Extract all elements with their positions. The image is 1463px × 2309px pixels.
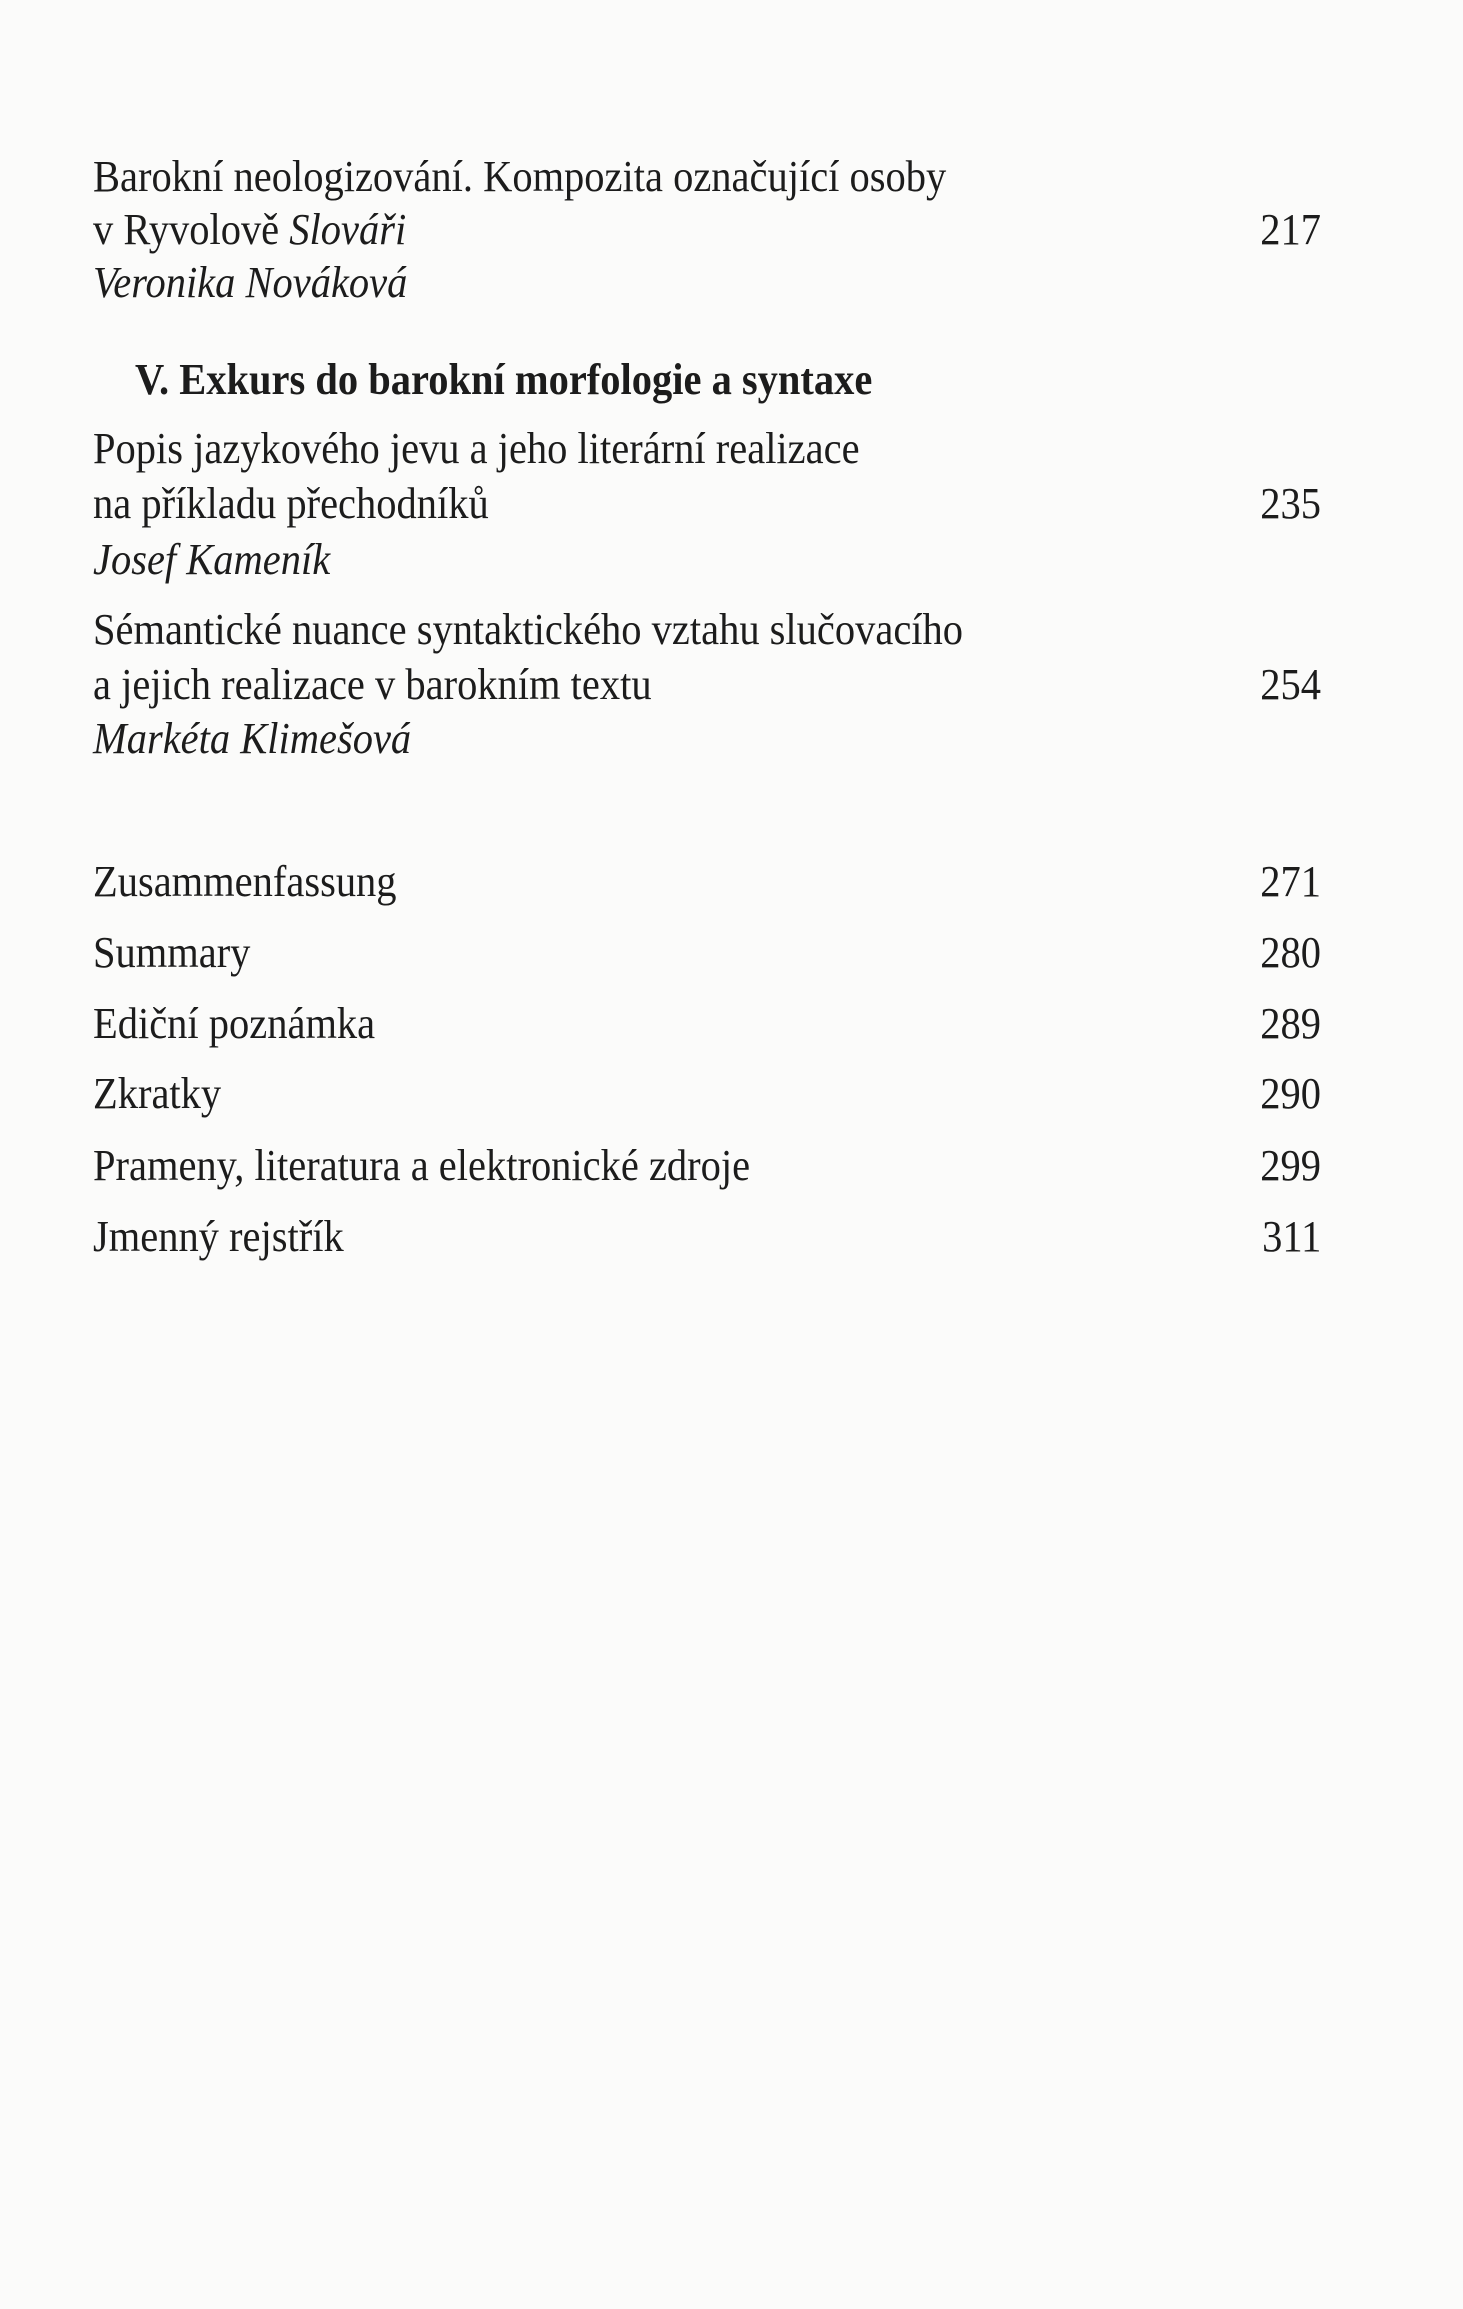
entry-title-line: na příkladu přechodníků — [93, 479, 489, 528]
appendix-title: Ediční poznámka — [93, 999, 376, 1048]
page-number: 280 — [1260, 928, 1321, 977]
page-number: 311 — [1261, 1212, 1321, 1261]
page-number: 289 — [1260, 999, 1321, 1048]
entry-title-line: Sémantické nuance syntaktického vztahu s… — [93, 605, 964, 654]
page-number: 254 — [1260, 660, 1321, 709]
page-number: 271 — [1260, 857, 1321, 906]
appendix-title: Summary — [93, 928, 251, 977]
title-italic: Slováři — [289, 205, 407, 254]
entry-author: Markéta Klimešová — [93, 714, 412, 763]
entry-title-line: a jejich realizace v barokním textu — [93, 660, 652, 709]
appendix-title: Jmenný rejstřík — [93, 1212, 344, 1261]
appendix-title: Zusammenfassung — [93, 857, 397, 906]
entry-author: Veronika Nováková — [93, 258, 408, 307]
appendix-title: Zkratky — [93, 1069, 222, 1118]
page-number: 290 — [1260, 1069, 1321, 1118]
appendix-title: Prameny, literatura a elektronické zdroj… — [93, 1141, 751, 1190]
entry-author: Josef Kameník — [93, 535, 331, 584]
entry-title-line: Popis jazykového jevu a jeho literární r… — [93, 424, 860, 473]
title-prefix: v Ryvolově — [93, 205, 290, 254]
entry-title-line: Barokní neologizování. Kompozita označuj… — [93, 152, 947, 201]
section-heading: V. Exkurs do barokní morfologie a syntax… — [135, 355, 873, 404]
page-number: 235 — [1260, 479, 1321, 528]
page-number: 299 — [1260, 1141, 1321, 1190]
page-number: 217 — [1260, 205, 1321, 254]
entry-title-line: v Ryvolově Slováři — [93, 203, 406, 257]
